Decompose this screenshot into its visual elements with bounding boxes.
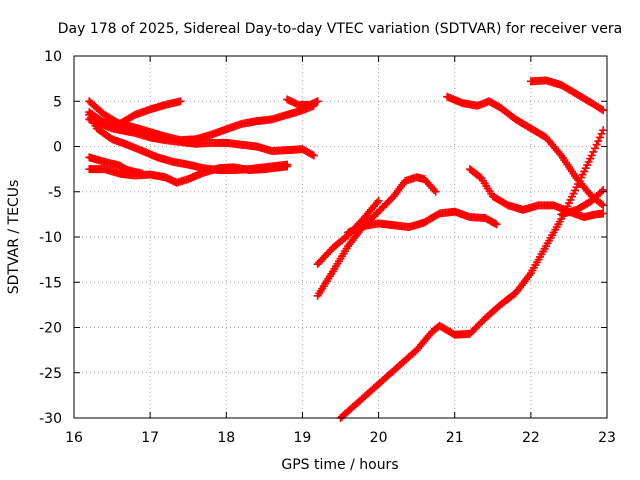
y-tick-label: 5 (53, 94, 62, 110)
data-series (85, 97, 318, 145)
data-point-marker (176, 97, 185, 106)
data-point-marker (597, 129, 606, 138)
data-point-marker (309, 151, 318, 160)
data-point-marker (283, 162, 292, 171)
chart-title: Day 178 of 2025, Sidereal Day-to-day VTE… (58, 21, 622, 37)
x-tick-label: 23 (598, 430, 616, 446)
data-series (557, 185, 608, 219)
y-tick-label: -10 (39, 230, 62, 246)
data-point-marker (555, 149, 564, 158)
data-point-marker (592, 140, 601, 149)
data-point-marker (599, 185, 608, 194)
x-tick-label: 22 (522, 430, 540, 446)
data-point-marker (492, 220, 501, 229)
data-series (85, 115, 318, 160)
data-point-marker (591, 144, 600, 153)
data-point-marker (431, 187, 440, 196)
data-point-marker (599, 201, 608, 210)
data-series (443, 92, 608, 210)
x-tick-label: 20 (370, 430, 388, 446)
data-point-marker (594, 137, 603, 146)
x-tick-label: 17 (141, 430, 159, 446)
y-axis-label: SDTVAR / TECUs (6, 180, 22, 295)
data-series (336, 126, 608, 422)
x-axis-label: GPS time / hours (281, 457, 398, 473)
data-series (85, 153, 147, 178)
data-point-marker (138, 169, 147, 178)
x-tick-label: 19 (294, 430, 312, 446)
y-tick-label: -25 (39, 366, 62, 382)
data-point-marker (308, 150, 317, 159)
data-point-marker (313, 97, 322, 106)
y-tick-label: -30 (39, 411, 62, 427)
data-point-marker (599, 106, 608, 115)
grid-lines (74, 56, 607, 418)
axis-ticks: 16 17 18 19 20 21 22 23 10 5 0 -5 -10 -15 -20 -25 -30 (39, 49, 616, 446)
data-point-marker (373, 198, 382, 207)
data-point-marker (599, 209, 608, 218)
data-point-marker (430, 185, 439, 194)
y-tick-label: 10 (44, 49, 62, 65)
data-series (344, 207, 501, 237)
data-point-marker (595, 133, 604, 142)
data-point-marker (374, 196, 383, 205)
data-point-marker (599, 126, 608, 135)
y-tick-label: 0 (53, 140, 62, 156)
data-point-marker (587, 151, 596, 160)
y-tick-label: -15 (39, 275, 62, 291)
data-series (283, 95, 322, 109)
y-tick-label: -5 (48, 185, 62, 201)
data-point-marker (597, 105, 606, 114)
x-tick-label: 18 (217, 430, 235, 446)
data-series (526, 76, 608, 115)
data-layer (85, 76, 608, 422)
y-tick-label: -20 (39, 321, 62, 337)
x-tick-label: 21 (446, 430, 464, 446)
data-point-marker (589, 147, 598, 156)
data-point-marker (597, 200, 606, 209)
data-series (313, 173, 440, 300)
x-tick-label: 16 (65, 430, 83, 446)
